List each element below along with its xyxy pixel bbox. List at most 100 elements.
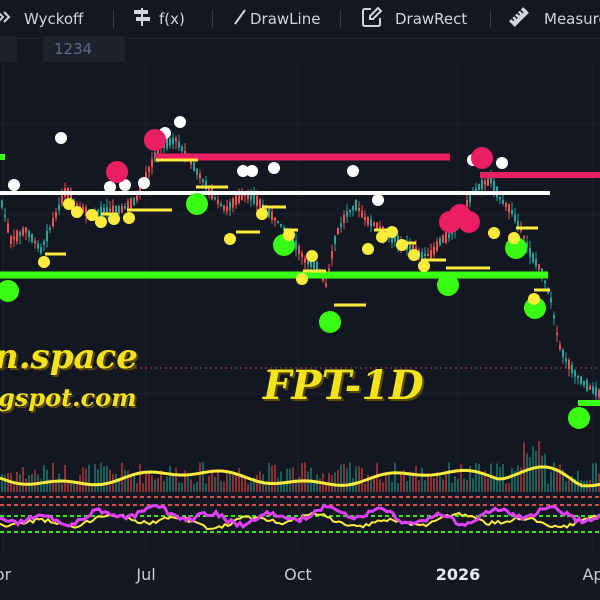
candle-body (268, 209, 270, 217)
fx-button[interactable]: f(x) (131, 0, 185, 38)
candle-body (208, 185, 210, 194)
volume-bar (397, 483, 399, 492)
volume-bar (151, 475, 153, 492)
candle-body (526, 242, 528, 248)
candle-body (298, 246, 300, 255)
volume-bar (178, 482, 180, 492)
candle-body (346, 211, 348, 217)
volume-bar (439, 475, 441, 492)
drawline-label: DrawLine (250, 10, 321, 28)
candle-body (250, 194, 252, 201)
volume-bar (478, 463, 480, 492)
candle-body (328, 268, 330, 272)
x-tick-label: Oct (284, 565, 312, 584)
price-chart[interactable] (0, 64, 600, 554)
candle-body (511, 210, 513, 214)
volume-bar (460, 464, 462, 492)
yellow-marker (63, 198, 75, 210)
candle-body (193, 163, 195, 171)
volume-bar (550, 471, 552, 492)
volume-bar (388, 474, 390, 492)
symbol-value: 1234 (54, 40, 93, 58)
candle-body (256, 195, 258, 207)
white-marker (104, 181, 116, 193)
volume-bar (1, 474, 3, 492)
volume-bar (472, 478, 474, 492)
candle-body (10, 235, 12, 245)
candle-body (475, 188, 477, 192)
candle-body (580, 376, 582, 384)
candle-body (103, 207, 105, 214)
white-marker (119, 179, 131, 191)
volume-bar (577, 470, 579, 492)
toolbar-divider (490, 10, 491, 28)
volume-bar (409, 471, 411, 492)
candle-body (13, 236, 15, 240)
volume-bar (115, 473, 117, 492)
volume-bar (7, 473, 9, 492)
volume-bar (49, 479, 51, 492)
drawrect-button[interactable]: DrawRect (361, 0, 467, 38)
level-lines (0, 153, 600, 406)
x-tick-label: Ap (582, 565, 600, 584)
yellow-marker (224, 233, 236, 245)
candle-body (493, 180, 495, 192)
candle-body (49, 227, 51, 231)
candle-body (205, 180, 207, 190)
volume-bar (130, 474, 132, 492)
toolbar-divider (113, 10, 114, 28)
volume-bar (295, 478, 297, 492)
volume-bar (205, 483, 207, 492)
volume-bar (358, 466, 360, 492)
volume-bar (547, 483, 549, 492)
candle-body (466, 199, 468, 207)
candle-body (229, 201, 231, 211)
time-axis[interactable]: or Jul Oct 2026 Ap (0, 556, 600, 600)
candle-body (220, 203, 222, 207)
drawline-button[interactable]: DrawLine (232, 0, 320, 38)
candle-body (592, 386, 594, 394)
volume-bar (55, 482, 57, 492)
candle-body (589, 385, 591, 390)
candle-body (106, 206, 108, 214)
volume-bar (301, 463, 303, 492)
candle-body (499, 196, 501, 200)
volume-bar (304, 462, 306, 492)
volume-bar (238, 467, 240, 492)
volume-bar (109, 469, 111, 492)
candle-body (124, 206, 126, 209)
volume-bar (436, 472, 438, 492)
candle-body (337, 227, 339, 235)
candle-body (502, 200, 504, 204)
candle-body (490, 176, 492, 184)
volume-bar (181, 482, 183, 492)
volume-bar (346, 468, 348, 492)
volume-bar (76, 480, 78, 492)
volume-bar (289, 468, 291, 492)
white-marker (246, 165, 258, 177)
candle-body (598, 389, 600, 398)
volume-bar (103, 466, 105, 492)
volume-bar (88, 464, 90, 492)
candle-body (331, 251, 333, 259)
symbol-input[interactable]: 1234 (43, 36, 125, 62)
volume-bar (466, 479, 468, 492)
measure-button[interactable]: Measure (508, 0, 600, 38)
candle-body (58, 204, 60, 211)
yellow-marker (108, 213, 120, 225)
symbol-field-left[interactable] (0, 36, 17, 62)
volume-bar (343, 464, 345, 492)
candle-body (226, 206, 228, 212)
yellow-marker (38, 256, 50, 268)
volume-bar (241, 475, 243, 492)
wyckoff-button[interactable]: Wyckoff (0, 0, 83, 38)
candle-body (349, 209, 351, 213)
candle-body (22, 228, 24, 236)
demand-marker (0, 280, 19, 302)
candle-body (196, 168, 198, 175)
volume-bar (94, 464, 96, 492)
candle-body (595, 387, 597, 397)
white-marker (347, 165, 359, 177)
candle-body (301, 253, 303, 258)
